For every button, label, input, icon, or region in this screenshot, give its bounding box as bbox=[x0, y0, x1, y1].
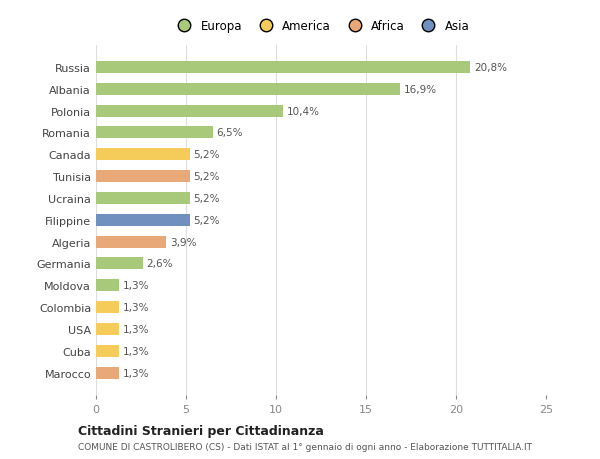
Bar bbox=[96, 84, 400, 95]
Text: 5,2%: 5,2% bbox=[193, 172, 220, 182]
Bar bbox=[96, 106, 283, 118]
Text: 1,3%: 1,3% bbox=[123, 368, 149, 378]
Text: 5,2%: 5,2% bbox=[193, 215, 220, 225]
Bar bbox=[96, 127, 213, 139]
Bar bbox=[96, 192, 190, 205]
Bar bbox=[96, 323, 119, 335]
Bar bbox=[96, 367, 119, 379]
Bar bbox=[96, 236, 166, 248]
Text: 16,9%: 16,9% bbox=[404, 84, 437, 95]
Bar bbox=[96, 214, 190, 226]
Text: 1,3%: 1,3% bbox=[123, 281, 149, 291]
Bar bbox=[96, 62, 470, 74]
Text: COMUNE DI CASTROLIBERO (CS) - Dati ISTAT al 1° gennaio di ogni anno - Elaborazio: COMUNE DI CASTROLIBERO (CS) - Dati ISTAT… bbox=[78, 442, 532, 451]
Text: Cittadini Stranieri per Cittadinanza: Cittadini Stranieri per Cittadinanza bbox=[78, 425, 324, 437]
Text: 2,6%: 2,6% bbox=[146, 259, 173, 269]
Legend: Europa, America, Africa, Asia: Europa, America, Africa, Asia bbox=[169, 17, 473, 37]
Bar bbox=[96, 149, 190, 161]
Text: 5,2%: 5,2% bbox=[193, 150, 220, 160]
Bar bbox=[96, 345, 119, 357]
Text: 20,8%: 20,8% bbox=[474, 63, 507, 73]
Bar bbox=[96, 258, 143, 270]
Text: 5,2%: 5,2% bbox=[193, 194, 220, 203]
Text: 1,3%: 1,3% bbox=[123, 302, 149, 313]
Text: 10,4%: 10,4% bbox=[287, 106, 320, 116]
Text: 3,9%: 3,9% bbox=[170, 237, 196, 247]
Text: 6,5%: 6,5% bbox=[217, 128, 243, 138]
Text: 1,3%: 1,3% bbox=[123, 325, 149, 334]
Bar bbox=[96, 171, 190, 183]
Text: 1,3%: 1,3% bbox=[123, 346, 149, 356]
Bar bbox=[96, 302, 119, 313]
Bar bbox=[96, 280, 119, 292]
